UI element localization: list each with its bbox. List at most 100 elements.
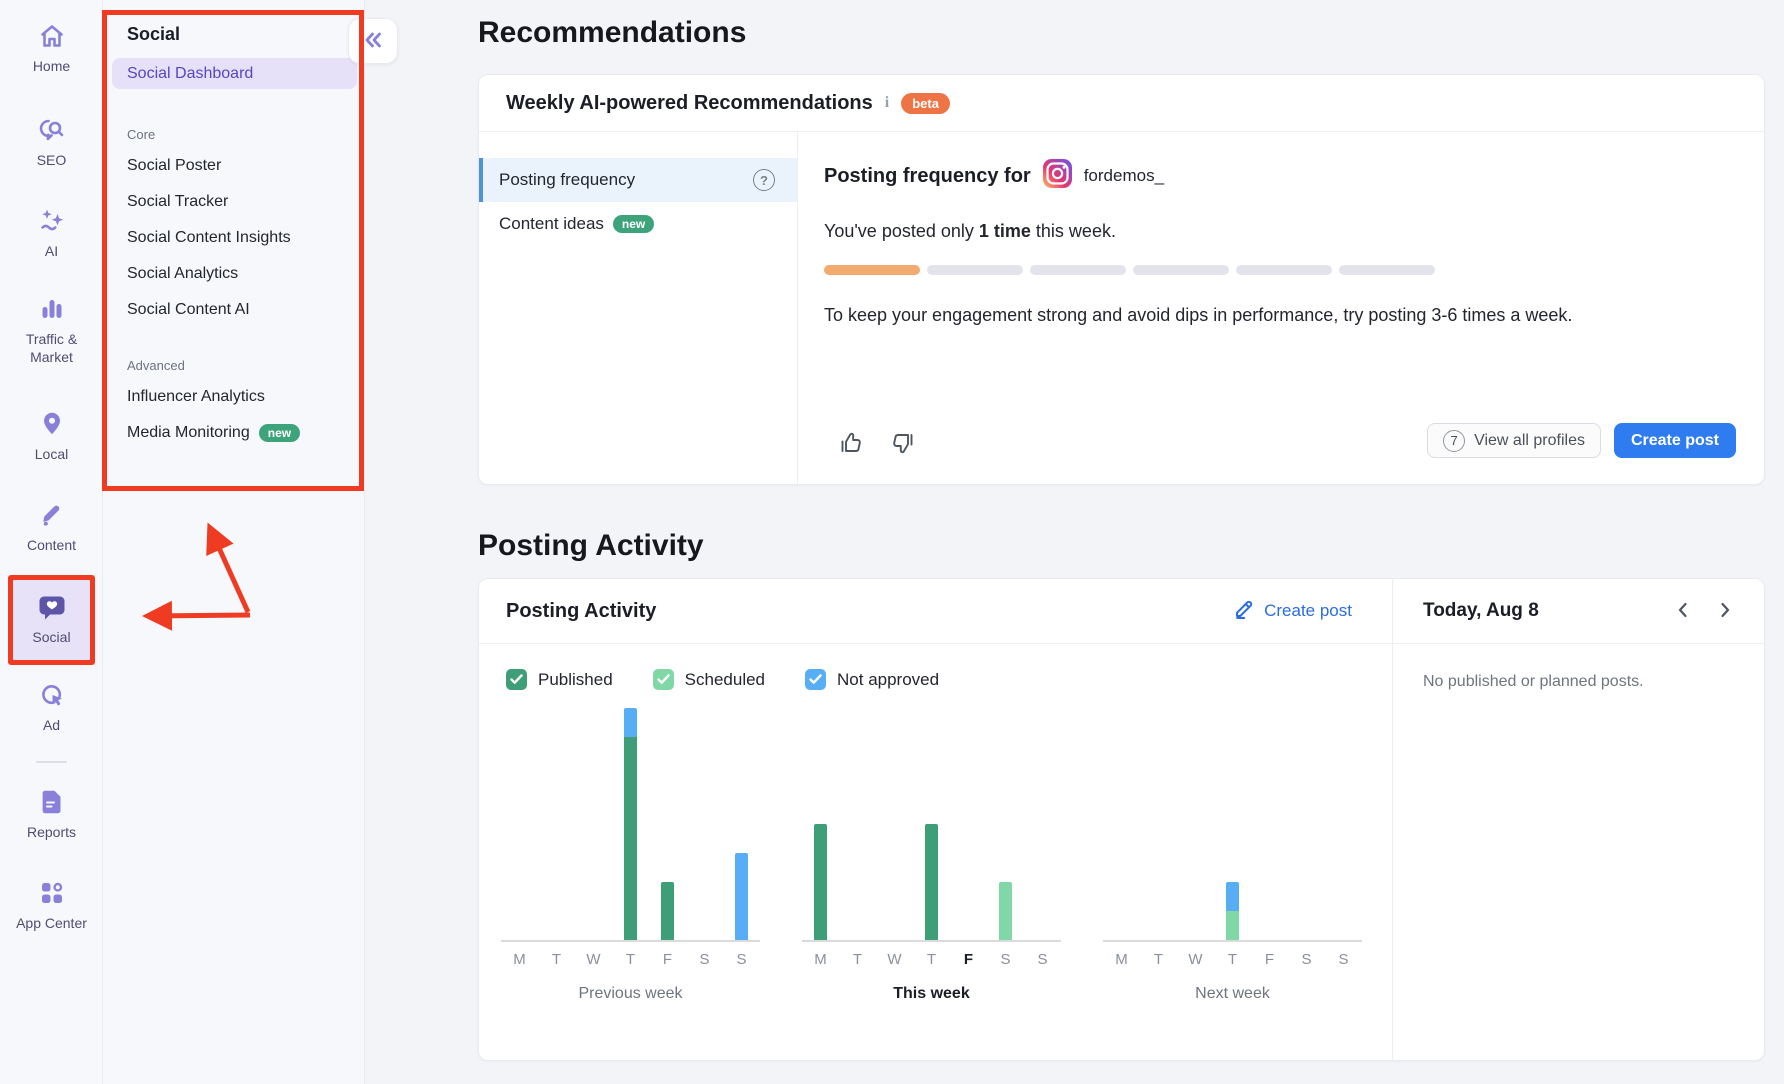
menu-item-social-content-ai[interactable]: Social Content AI	[127, 301, 250, 318]
ai-sparkles-icon	[38, 207, 66, 235]
new-badge: new	[612, 215, 655, 233]
thumbs-up-button[interactable]	[838, 431, 862, 458]
checkbox-checked-icon	[506, 669, 527, 690]
next-day-button[interactable]	[1717, 599, 1734, 624]
posting-message: You've posted only 1 time this week.	[824, 221, 1116, 241]
progress-segment-empty	[1236, 265, 1332, 275]
menu-item-media-monitoring[interactable]: Media Monitoring new	[103, 415, 364, 451]
double-chevron-left-icon	[362, 30, 384, 53]
instagram-icon	[1042, 158, 1073, 194]
rail-item-label: SEO	[36, 152, 67, 168]
menu-item-social-poster[interactable]: Social Poster	[127, 157, 222, 174]
card-title: Posting Activity	[506, 599, 657, 622]
advice-text: To keep your engagement strong and avoid…	[824, 305, 1573, 325]
chart-bar-segment-published	[925, 824, 938, 940]
rail-item-label: Home	[32, 58, 71, 74]
new-badge: new	[258, 424, 301, 442]
create-post-link[interactable]: Create post	[1234, 598, 1352, 624]
menu-section-advanced: Advanced	[127, 358, 185, 373]
chart-week-group: M T W T F S S This week	[802, 704, 1061, 1003]
rail-item-label: Social	[32, 629, 71, 646]
help-icon[interactable]: ?	[753, 169, 775, 191]
legend-item-scheduled[interactable]: Scheduled	[652, 669, 765, 690]
chart-bar-segment-not_approved	[1226, 882, 1239, 911]
collapse-panel-button[interactable]	[348, 18, 398, 64]
rail-item-label: Local	[34, 446, 69, 462]
create-post-button[interactable]: Create post	[1613, 423, 1736, 458]
chart-bar-segment-published	[624, 737, 637, 940]
rail-item-label: AI	[44, 243, 59, 259]
bar-chart-icon	[38, 295, 66, 323]
rail-item-local[interactable]: Local	[0, 410, 103, 463]
social-heart-bubble-icon	[37, 593, 67, 623]
prev-day-button[interactable]	[1674, 599, 1691, 624]
empty-state-text: No published or planned posts.	[1423, 673, 1644, 690]
chart-bar-segment-scheduled	[999, 882, 1012, 940]
rail-item-content[interactable]: Content	[0, 501, 103, 554]
legend-item-published[interactable]: Published	[506, 669, 613, 690]
menu-item-social-tracker[interactable]: Social Tracker	[127, 193, 229, 210]
today-panel: No published or planned posts.	[1392, 644, 1764, 1060]
rail-item-seo[interactable]: SEO	[0, 116, 103, 169]
posting-activity-chart: M T W T F S S Previous week M T W T F S S This week M T W T…	[501, 704, 1392, 1003]
rail-item-ai[interactable]: AI	[0, 207, 103, 260]
chart-legend: Published Scheduled Not approved	[506, 669, 1392, 690]
info-icon[interactable]: i	[884, 94, 890, 111]
posting-activity-card: Posting Activity Create post Today, Aug …	[478, 578, 1765, 1061]
chart-week-group: M T W T F S S Next week	[1103, 704, 1362, 1003]
card-title: Weekly AI-powered Recommendations	[506, 91, 873, 114]
menu-item-social-analytics[interactable]: Social Analytics	[127, 265, 239, 282]
rail-item-label: App Center	[16, 915, 87, 931]
rail-item-traffic-market[interactable]: Traffic & Market	[0, 295, 103, 366]
progress-segment-empty	[1030, 265, 1126, 275]
rail-item-reports[interactable]: Reports	[0, 788, 103, 841]
social-menu-panel: Social Social Dashboard Core Social Post…	[103, 0, 365, 1084]
profiles-count-badge: 7	[1443, 429, 1466, 452]
menu-section-core: Core	[127, 127, 156, 142]
page-title: Recommendations	[478, 16, 747, 49]
icon-rail: Home SEO AI Traffic & Market Local Conte…	[0, 0, 103, 1084]
tab-posting-frequency[interactable]: Posting frequency ?	[479, 158, 797, 202]
rail-item-label: Ad	[42, 717, 61, 733]
rail-item-ad[interactable]: Ad	[0, 681, 103, 734]
menu-item-influencer-analytics[interactable]: Influencer Analytics	[127, 388, 265, 405]
thumbs-down-button[interactable]	[892, 431, 916, 458]
progress-segment-filled	[824, 265, 920, 275]
checkbox-checked-icon	[652, 669, 674, 690]
detail-title: Posting frequency for	[824, 164, 1031, 187]
section-title-posting-activity: Posting Activity	[478, 529, 704, 562]
main-content: Recommendations Weekly AI-powered Recomm…	[365, 0, 1784, 1084]
menu-title: Social	[127, 24, 181, 44]
legend-item-not-approved[interactable]: Not approved	[805, 669, 939, 690]
progress-segment-empty	[1339, 265, 1435, 275]
menu-item-social-content-insights[interactable]: Social Content Insights	[127, 229, 291, 246]
chart-bar-segment-published	[661, 882, 674, 940]
today-date-title: Today, Aug 8	[1423, 600, 1539, 621]
rail-item-social-active[interactable]: Social	[8, 575, 95, 665]
ad-cursor-icon	[38, 681, 66, 709]
chart-bar-segment-scheduled	[1226, 911, 1239, 940]
chart-week-label: Next week	[1195, 985, 1270, 1002]
rail-item-label: Reports	[26, 824, 77, 840]
recommendations-card: Weekly AI-powered Recommendations i beta…	[478, 74, 1765, 485]
menu-item-social-dashboard-selected[interactable]: Social Dashboard	[112, 58, 357, 89]
chart-bar-segment-not_approved	[735, 853, 748, 940]
map-pin-icon	[38, 410, 66, 438]
progress-segment-empty	[927, 265, 1023, 275]
chart-week-label: Previous week	[578, 985, 683, 1002]
rail-divider	[36, 761, 67, 763]
chart-bar-segment-published	[814, 824, 827, 940]
chart-week-group: M T W T F S S Previous week	[501, 704, 760, 1003]
chart-week-label: This week	[893, 985, 970, 1002]
view-all-profiles-button[interactable]: 7 View all profiles	[1427, 423, 1601, 458]
rail-item-label: Traffic & Market	[25, 331, 78, 366]
rail-item-home[interactable]: Home	[0, 22, 103, 75]
seo-icon	[38, 116, 66, 144]
tab-content-ideas[interactable]: Content ideas new	[479, 202, 797, 246]
progress-segment-empty	[1133, 265, 1229, 275]
rail-item-label: Content	[26, 537, 77, 553]
rail-item-app-center[interactable]: App Center	[0, 879, 103, 932]
